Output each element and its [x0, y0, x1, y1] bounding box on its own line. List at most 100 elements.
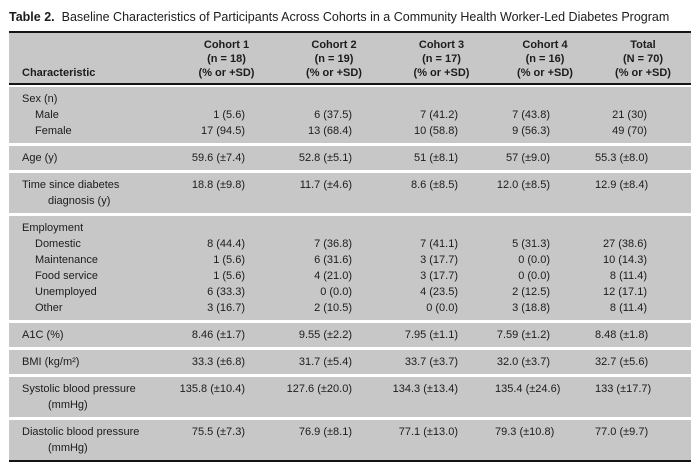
value-cell: 49 (70)	[612, 125, 647, 137]
header-cohort-2-name: Cohort 2	[311, 39, 357, 51]
row-label-line1: Male	[35, 109, 59, 121]
value-cell: 3 (16.7)	[207, 302, 245, 314]
header-cell-cohort-4: Cohort 4 (n = 16) (% or +SD)	[495, 38, 595, 80]
table-row-group: BMI (kg/m²) 33.3 (±6.8) 31.7 (±5.4) 33.7 (±…	[9, 350, 691, 374]
row-label-line2: (mmHg)	[48, 442, 88, 454]
value-cell: 12.0 (±8.5)	[496, 179, 550, 191]
value-cell: 8 (11.4)	[609, 270, 647, 282]
row-label: Domestic	[9, 236, 173, 252]
value-cell: 7 (36.8)	[314, 238, 352, 250]
value-cell: 7 (43.8)	[512, 109, 550, 121]
value-cell: 11.7 (±4.6)	[299, 179, 352, 191]
row-label: Diastolic blood pressure (mmHg)	[9, 424, 173, 456]
value-cell: 55.3 (±8.0)	[595, 152, 649, 164]
value-cell	[388, 220, 495, 236]
value-cell: 52.8 (±5.1)	[298, 152, 352, 164]
value-cell	[495, 91, 595, 107]
row-label-line1: Sex (n)	[22, 93, 58, 105]
row-label: Employment	[9, 220, 173, 236]
value-cell: 8 (44.4)	[207, 238, 245, 250]
header-cohort-4-unit: (% or +SD)	[517, 67, 573, 79]
header-cohort-3-name: Cohort 3	[418, 39, 465, 51]
value-cell: 8.48 (±1.8)	[595, 329, 649, 341]
row-label-line1: Unemployed	[35, 286, 97, 298]
header-cohort-1-unit: (% or +SD)	[198, 67, 255, 79]
value-cell: 76.9 (±8.1)	[298, 426, 352, 438]
value-cell: 0 (0.0)	[518, 254, 550, 266]
table-caption-text: Baseline Characteristics of Participants…	[61, 10, 670, 24]
value-cell: 31.7 (±5.4)	[298, 356, 352, 368]
value-cell: 8.46 (±1.7)	[191, 329, 245, 341]
row-label: Other	[9, 300, 173, 316]
row-label: BMI (kg/m²)	[9, 354, 173, 370]
value-cell: 1 (5.6)	[213, 270, 245, 282]
value-cell: 2 (10.5)	[314, 302, 352, 314]
header-cell-cohort-3: Cohort 3 (n = 17) (% or +SD)	[388, 38, 495, 80]
row-label: Sex (n)	[9, 91, 173, 107]
table-row-group: Time since diabetes diagnosis (y) 18.8 (±9…	[9, 173, 691, 213]
value-cell: 7.59 (±1.2)	[496, 329, 550, 341]
value-cell: 6 (37.5)	[314, 109, 352, 121]
value-cell: 13 (68.4)	[307, 125, 352, 137]
row-label-line1: Time since diabetes	[22, 179, 120, 191]
table-caption: Table 2. Baseline Characteristics of Part…	[9, 8, 691, 27]
table: Characteristic Cohort 1 (n = 18) (% or +…	[9, 31, 691, 462]
value-cell: 77.0 (±9.7)	[595, 426, 649, 438]
header-cohort-1-name: Cohort 1	[203, 39, 250, 51]
table-row: Other 3 (16.7) 2 (10.5) 0 (0.0) 3 (18.8) 8 (1…	[9, 300, 691, 316]
table-row: BMI (kg/m²) 33.3 (±6.8) 31.7 (±5.4) 33.7 (±…	[9, 354, 691, 370]
header-cohort-2-n: (n = 19)	[314, 53, 354, 65]
row-label-line1: Systolic blood pressure	[22, 383, 136, 395]
table-row: Maintenance 1 (5.6) 6 (31.6) 3 (17.7) 0 (0.0…	[9, 252, 691, 268]
table-row: Employment	[9, 220, 691, 236]
table-row: Sex (n)	[9, 91, 691, 107]
value-cell: 12 (17.1)	[602, 286, 647, 298]
row-label-line1: BMI (kg/m²)	[22, 356, 80, 368]
header-cohort-4-n: (n = 16)	[525, 53, 565, 65]
value-cell: 5 (31.3)	[512, 238, 550, 250]
header-total-unit: (% or +SD)	[615, 67, 671, 79]
value-cell: 133 (±17.7)	[595, 383, 652, 395]
row-label-line1: Age (y)	[22, 152, 58, 164]
header-cell-cohort-2: Cohort 2 (n = 19) (% or +SD)	[280, 38, 388, 80]
value-cell	[280, 220, 388, 236]
value-cell: 0 (0.0)	[320, 286, 352, 298]
value-cell: 33.3 (±6.8)	[191, 356, 245, 368]
row-label: Time since diabetes diagnosis (y)	[9, 177, 173, 209]
row-label-line1: Female	[35, 125, 72, 137]
value-cell: 7 (41.1)	[420, 238, 458, 250]
value-cell	[388, 91, 495, 107]
value-cell: 75.5 (±7.3)	[191, 426, 245, 438]
row-label-line1: Other	[35, 302, 63, 314]
header-cohort-2-unit: (% or +SD)	[306, 67, 362, 79]
row-label: Maintenance	[9, 252, 173, 268]
row-label: Age (y)	[9, 150, 173, 166]
table-number: Table 2.	[9, 10, 55, 24]
value-cell: 7.95 (±1.1)	[404, 329, 458, 341]
table-row: Food service 1 (5.6) 4 (21.0) 3 (17.7) 0 (0.…	[9, 268, 691, 284]
row-label: Food service	[9, 268, 173, 284]
header-cohort-3-n: (n = 17)	[422, 53, 461, 65]
table-row-group: Age (y) 59.6 (±7.4) 52.8 (±5.1) 51 (±8.1) 57…	[9, 146, 691, 170]
value-cell: 3 (17.7)	[420, 254, 458, 266]
value-cell: 79.3 (±10.8)	[495, 426, 555, 438]
table-row: Time since diabetes diagnosis (y) 18.8 (±9…	[9, 177, 691, 209]
header-cohort-4-name: Cohort 4	[522, 39, 568, 51]
row-label-line1: A1C (%)	[22, 329, 64, 341]
table-row-group: Diastolic blood pressure (mmHg) 75.5 (±7.3…	[9, 420, 691, 460]
value-cell: 4 (23.5)	[420, 286, 458, 298]
value-cell: 9.55 (±2.2)	[298, 329, 352, 341]
value-cell: 10 (58.8)	[413, 125, 458, 137]
row-label: Male	[9, 107, 173, 123]
row-label: Female	[9, 123, 173, 139]
table-row-group: Sex (n) Male 1 (5.6) 6 (37.5) 7 (41.2) 7 (43.…	[9, 87, 691, 143]
value-cell: 1 (5.6)	[213, 254, 245, 266]
table-row: Female 17 (94.5) 13 (68.4) 10 (58.8) 9 (56.3…	[9, 123, 691, 139]
header-cohort-3-unit: (% or +SD)	[413, 67, 470, 79]
value-cell: 32.7 (±5.6)	[595, 356, 649, 368]
table-row: Age (y) 59.6 (±7.4) 52.8 (±5.1) 51 (±8.1) 57…	[9, 150, 691, 166]
value-cell: 6 (33.3)	[207, 286, 245, 298]
value-cell: 0 (0.0)	[426, 302, 458, 314]
row-label-line1: Maintenance	[35, 254, 98, 266]
